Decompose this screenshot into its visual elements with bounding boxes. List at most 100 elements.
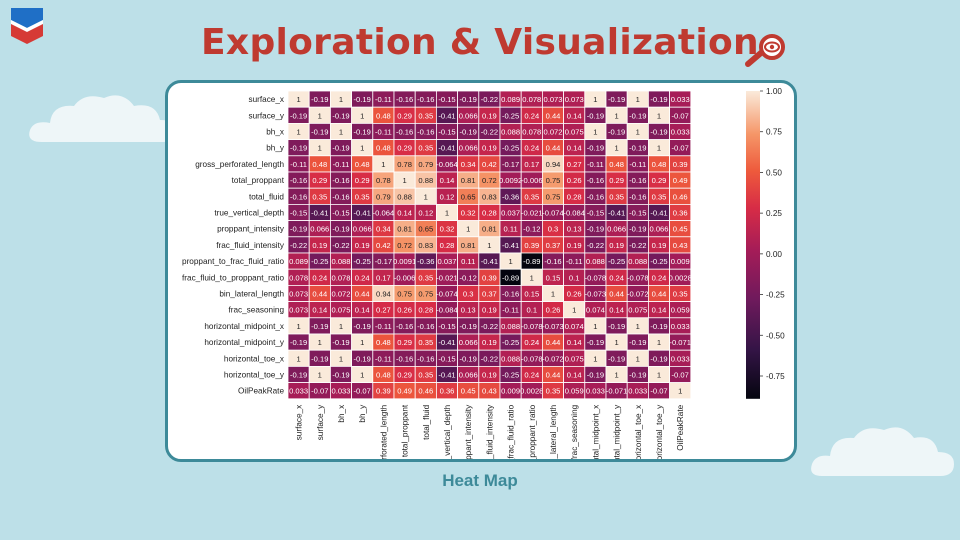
cell-value-label: 0.089 (501, 95, 520, 104)
cell-value-label: -0.19 (629, 371, 646, 380)
cell-value-label: -0.073 (585, 290, 607, 299)
cell-value-label: 0.17 (524, 160, 539, 169)
column-label: horizontal_midpoint_y (613, 404, 622, 459)
cell-value-label: -0.41 (650, 209, 667, 218)
cell-value-label: 0.14 (567, 371, 582, 380)
cell-value-label: -0.22 (587, 241, 604, 250)
column-label: true_vertical_depth (443, 404, 452, 459)
cell-value-label: -0.11 (502, 306, 519, 315)
cell-value-label: 0.29 (397, 111, 412, 120)
colorbar-tick-label: 0.00 (766, 250, 782, 259)
cell-value-label: 0.48 (609, 160, 624, 169)
cell-value-label: 0.19 (482, 144, 497, 153)
cell-value-label: 0.48 (376, 111, 391, 120)
cell-value-label: 0.83 (418, 241, 433, 250)
cell-value-label: 0.0028 (669, 273, 692, 282)
cell-value-label: -0.25 (354, 257, 371, 266)
cell-value-label: -0.006 (521, 176, 543, 185)
cell-value-label: 0.033 (628, 387, 647, 396)
cell-value-label: 0.48 (376, 371, 391, 380)
cell-value-label: -0.021 (521, 209, 543, 218)
cell-value-label: 1 (318, 371, 322, 380)
cell-value-label: 0.033 (671, 354, 690, 363)
cell-value-label: -0.19 (290, 111, 307, 120)
cell-value-label: 1 (339, 128, 343, 137)
cell-value-label: -0.22 (481, 128, 498, 137)
cell-value-label: 0.44 (546, 111, 561, 120)
cell-value-label: 0.1 (527, 306, 538, 315)
cell-value-label: 1 (551, 290, 555, 299)
cell-value-label: -0.19 (354, 128, 371, 137)
cell-value-label: 0.81 (482, 225, 497, 234)
cell-value-label: 1 (657, 371, 661, 380)
cell-value-label: 1 (614, 371, 618, 380)
cell-value-label: 0.19 (312, 241, 327, 250)
cell-value-label: 0.43 (673, 241, 688, 250)
cell-value-label: 0.28 (440, 241, 455, 250)
cell-value-label: 1 (296, 128, 300, 137)
cell-value-label: 0.75 (397, 290, 412, 299)
cell-value-label: 0.073 (289, 290, 308, 299)
cell-value-label: -0.17 (502, 160, 519, 169)
cell-value-label: -0.07 (672, 371, 689, 380)
cell-value-label: 0.26 (546, 306, 561, 315)
cell-value-label: 0.19 (355, 241, 370, 250)
cell-value-label: -0.41 (438, 371, 455, 380)
row-label: proppant_intensity (217, 225, 285, 234)
cell-value-label: -0.073 (542, 322, 564, 331)
cell-value-label: 1 (657, 144, 661, 153)
cell-value-label: 0.14 (312, 306, 327, 315)
cell-value-label: 0.12 (440, 192, 455, 201)
colorbar-tick-label: -0.25 (766, 291, 785, 300)
cell-value-label: 1 (636, 322, 640, 331)
cell-value-label: 1 (636, 128, 640, 137)
cell-value-label: 0.88 (397, 192, 412, 201)
cell-value-label: 0.65 (461, 192, 476, 201)
cell-value-label: 0.27 (376, 306, 391, 315)
cell-value-label: -0.064 (436, 160, 458, 169)
cell-value-label: 0.009 (671, 257, 690, 266)
cell-value-label: 0.79 (376, 192, 391, 201)
column-label: bh_y (358, 404, 367, 423)
cell-value-label: 0.073 (565, 95, 584, 104)
cell-value-label: -0.19 (460, 322, 477, 331)
cell-value-label: 0.27 (567, 160, 582, 169)
cell-value-label: -0.15 (438, 95, 455, 104)
cell-value-label: 0.37 (546, 241, 561, 250)
cell-value-label: 0.12 (418, 209, 433, 218)
cell-value-label: -0.07 (311, 387, 328, 396)
cell-value-label: 0.35 (546, 387, 561, 396)
cell-value-label: -0.19 (354, 95, 371, 104)
cell-value-label: 0.14 (567, 111, 582, 120)
cell-value-label: -0.19 (332, 338, 349, 347)
cell-value-label: 0.44 (312, 290, 327, 299)
cell-value-label: 0.037 (501, 209, 520, 218)
row-label: proppant_to_frac_fluid_ratio (182, 257, 284, 266)
row-label: horizontal_midpoint_x (204, 322, 284, 331)
cell-value-label: 1 (636, 354, 640, 363)
cell-value-label: -0.16 (587, 192, 604, 201)
cell-value-label: -0.16 (417, 95, 434, 104)
cell-value-label: 0.088 (586, 257, 605, 266)
cell-value-label: -0.19 (354, 322, 371, 331)
cell-value-label: 1 (593, 354, 597, 363)
cell-value-label: 0.35 (355, 192, 370, 201)
cell-value-label: 0.14 (440, 176, 455, 185)
column-label: frac_fluid_intensity (485, 404, 494, 459)
cell-value-label: -0.41 (354, 209, 371, 218)
cell-value-label: 0.75 (546, 176, 561, 185)
cell-value-label: 0.0091 (393, 257, 416, 266)
cell-value-label: 1 (360, 111, 364, 120)
column-label: frac_seasoning (570, 404, 579, 459)
cell-value-label: -0.17 (375, 257, 392, 266)
cell-value-label: 0.48 (376, 338, 391, 347)
cell-value-label: 1 (318, 111, 322, 120)
cell-value-label: -0.15 (290, 209, 307, 218)
slide-title: Exploration & Visualization (201, 22, 759, 63)
cell-value-label: 0.066 (459, 111, 478, 120)
cell-value-label: -0.19 (608, 322, 625, 331)
cell-value-label: 0.078 (289, 273, 308, 282)
column-label: surface_x (295, 405, 304, 441)
cell-value-label: -0.084 (563, 209, 585, 218)
cell-value-label: -0.19 (354, 354, 371, 363)
